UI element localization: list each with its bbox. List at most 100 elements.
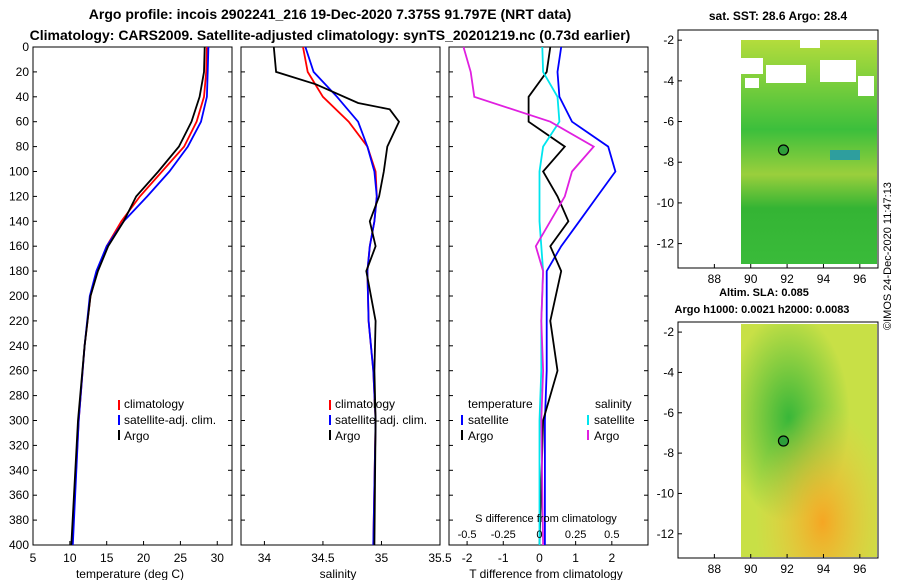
x-tick-label: 0	[536, 551, 543, 565]
legend-header-temperature: temperature	[468, 397, 533, 411]
series-line	[527, 46, 570, 546]
series-line	[304, 46, 378, 546]
map-x-tick-label: 94	[817, 272, 831, 286]
salinity-chart: 34 34.5 35 35.5	[241, 46, 452, 565]
temperature-chart: 5 10 15 20 25 30	[30, 46, 232, 565]
depth-tick-label: 280	[9, 389, 29, 403]
legend-label: Argo	[335, 429, 361, 443]
depth-tick-label: 0	[22, 40, 29, 54]
depth-tick-label: 380	[9, 513, 29, 527]
map-y-tick-label: -8	[663, 446, 674, 460]
x-tick-label: 2	[608, 551, 615, 565]
salinity-xlabel: salinity	[320, 567, 357, 580]
legend-label: satellite-adj. clim.	[124, 413, 216, 427]
temp-panel-frame	[32, 46, 233, 546]
depth-tick-label: 60	[16, 115, 30, 129]
temp-xlabel: temperature (deg C)	[76, 567, 184, 580]
diff-xlabel: T difference from climatology	[469, 567, 623, 580]
map-x-tick-label: 90	[744, 562, 758, 576]
depth-tick-label: 80	[16, 140, 30, 154]
depth-tick-label: 220	[9, 314, 29, 328]
salinity-legend: climatology satellite-adj. clim. Argo	[329, 397, 427, 443]
x-tick-label: 10	[63, 551, 77, 565]
legend-label: Argo	[468, 429, 494, 443]
legend-label: satellite	[594, 413, 635, 427]
map-y-tick-label: -6	[663, 406, 674, 420]
sst-cloud-gaps	[741, 40, 874, 160]
x-tick-label: 25	[174, 551, 188, 565]
difference-chart: -2 -1 0 1 2	[449, 46, 648, 565]
title-line-2: Climatology: CARS2009. Satellite-adjuste…	[29, 27, 631, 43]
depth-tick-label: 340	[9, 463, 29, 477]
depth-tick-label: 360	[9, 488, 29, 502]
depth-tick-label: 160	[9, 239, 29, 253]
diff-legend: temperature salinity satellite Argo sate…	[461, 397, 635, 443]
title-line-1: Argo profile: incois 2902241_216 19-Dec-…	[88, 6, 572, 22]
secondary-tick-label: -0.5	[458, 529, 477, 541]
sla-map-title-1: Altim. SLA: 0.085	[719, 287, 809, 299]
map-x-tick-label: 92	[780, 272, 794, 286]
x-tick-label: -1	[498, 551, 509, 565]
sst-map-title: sat. SST: 28.6 Argo: 28.4	[709, 9, 848, 23]
argo-location-marker	[777, 144, 790, 156]
series-line	[538, 46, 561, 545]
legend-label: climatology	[335, 397, 395, 411]
secondary-tick-label: -0.25	[491, 529, 516, 541]
series-line	[71, 46, 208, 546]
legend-label: satellite-adj. clim.	[335, 413, 427, 427]
series-line	[71, 46, 210, 546]
legend-header-salinity: salinity	[595, 397, 632, 411]
legend-label: Argo	[124, 429, 150, 443]
salinity-panel-frame	[240, 46, 441, 546]
legend-label: Argo	[594, 429, 620, 443]
map-x-tick-label: 92	[780, 562, 794, 576]
depth-tick-label: 140	[9, 214, 29, 228]
depth-tick-label: 240	[9, 339, 29, 353]
x-tick-label: 30	[211, 551, 225, 565]
series-line	[302, 46, 378, 546]
series-line	[462, 46, 596, 546]
map-y-tick-label: -2	[663, 33, 674, 47]
x-tick-label: -2	[462, 551, 473, 565]
series-line	[272, 46, 401, 546]
temp-legend: climatology satellite-adj. clim. Argo	[118, 397, 216, 443]
map-y-tick-label: -12	[657, 237, 675, 251]
depth-tick-label: 40	[16, 90, 30, 104]
map-x-tick-label: 94	[817, 562, 831, 576]
map-y-tick-label: -4	[663, 74, 674, 88]
depth-tick-label: 320	[9, 438, 29, 452]
secondary-tick-label: 0	[536, 529, 542, 541]
diff-secondary-xlabel: S difference from climatology	[475, 513, 617, 525]
map-y-tick-label: -2	[663, 325, 674, 339]
x-tick-label: 34	[258, 551, 272, 565]
map-x-tick-label: 88	[708, 272, 722, 286]
map-x-tick-label: 96	[853, 272, 867, 286]
depth-tick-label: 100	[9, 165, 29, 179]
legend-label: climatology	[124, 397, 184, 411]
depth-tick-label: 260	[9, 364, 29, 378]
depth-tick-label: 400	[9, 538, 29, 552]
imos-timestamp: ©IMOS 24-Dec-2020 11:47:13	[882, 182, 894, 330]
depth-tick-label: 300	[9, 414, 29, 428]
x-tick-label: 34.5	[311, 551, 335, 565]
sla-map-title-2: Argo h1000: 0.0021 h2000: 0.0083	[675, 304, 850, 316]
map-y-tick-label: -12	[657, 527, 675, 541]
legend-label: satellite	[468, 413, 509, 427]
map-y-tick-label: -8	[663, 155, 674, 169]
x-tick-label: 15	[100, 551, 114, 565]
sla-map-axes: 88 90 92 94 96 -2 -4 -6 -8 -10 -12	[657, 325, 867, 576]
x-tick-label: 5	[30, 551, 37, 565]
x-tick-label: 35	[375, 551, 389, 565]
secondary-tick-label: 0.25	[565, 529, 586, 541]
map-x-tick-label: 96	[853, 562, 867, 576]
depth-tick-label: 180	[9, 264, 29, 278]
series-line	[544, 46, 617, 545]
depth-axis: 0 20 40 60 80 100 120 140 160 180 200 220 240 260 280 3…	[9, 40, 29, 552]
depth-tick-label: 120	[9, 189, 29, 203]
depth-tick-label: 200	[9, 289, 29, 303]
series-line	[70, 46, 206, 546]
x-tick-label: 20	[137, 551, 151, 565]
map-x-tick-label: 90	[744, 272, 758, 286]
x-tick-label: 35.5	[428, 551, 452, 565]
